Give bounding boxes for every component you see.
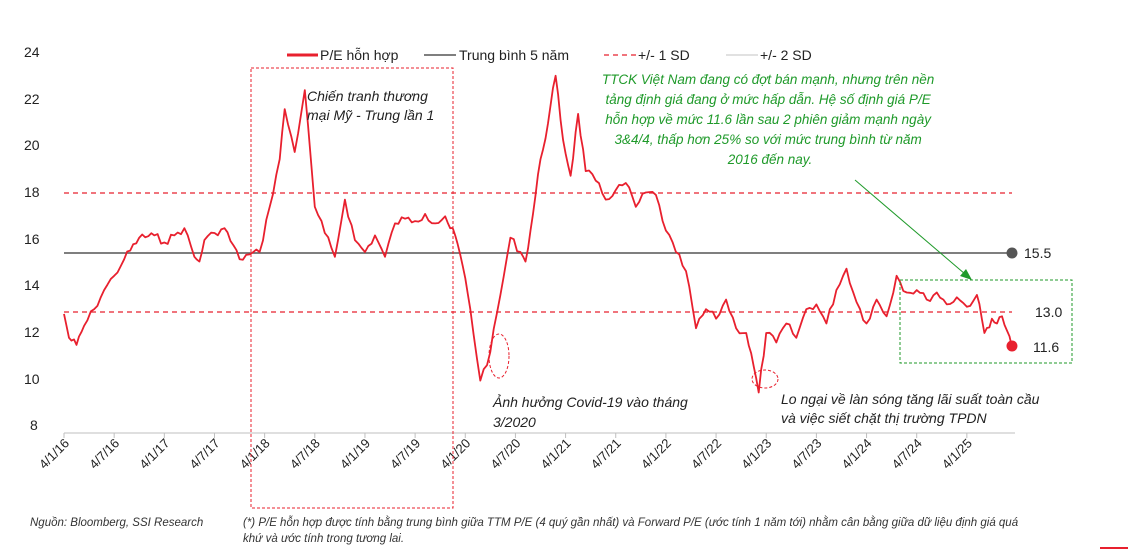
y-tick-label: 18 [24,184,40,200]
source-note: Nguồn: Bloomberg, SSI Research [30,517,204,529]
green-arrow-head [960,269,972,280]
note-line: TTCK Việt Nam đang có đợt bán mạnh, nhưn… [602,72,934,87]
annotation-line: Ảnh hưởng Covid-19 vào tháng [492,393,688,410]
x-tick-label: 4/7/17 [186,436,222,472]
average-end-marker [1006,247,1018,259]
note-line: 3&4/4, thấp hơn 25% so với mức trung bìn… [614,132,921,147]
x-tick-label: 4/1/22 [638,436,674,472]
x-tick-label: 4/7/18 [287,436,323,472]
x-tick-label: 4/1/20 [437,436,473,472]
y-tick-label: 12 [24,324,40,340]
green-arrow-line [854,179,966,275]
x-tick-label: 4/7/23 [788,436,824,472]
legend-avg-label: Trung bình 5 năm [459,47,569,63]
y-tick-label: 24 [24,44,40,60]
x-tick-label: 4/7/21 [588,436,624,472]
rates-annotation: Lo ngại về làn sóng tăng lãi suất toàn c… [781,391,1043,426]
note-line: tảng định giá đang ở mức hấp dẫn. Hệ số … [606,92,932,107]
x-tick-label: 4/1/23 [738,436,774,472]
x-tick-label: 4/7/16 [86,436,122,472]
trade-war-box [250,67,454,509]
y-tick-label: 22 [24,91,40,107]
average-end-label: 15.5 [1024,245,1051,261]
annotation-line: 3/2020 [493,414,536,430]
y-tick-label: 8 [30,417,38,433]
y-tick-label: 16 [24,231,40,247]
pe-chart: 24 22 20 18 16 14 12 10 8 4/1/16 4/7/16 4/… [24,44,1073,509]
x-tick-label: 4/1/18 [237,436,273,472]
corner-mark [1100,547,1128,549]
x-tick-label: 4/7/24 [889,436,925,472]
note-line: 2016 đến nay. [727,152,813,167]
y-axis: 24 22 20 18 16 14 12 10 8 [24,44,40,433]
x-tick-label: 4/1/21 [538,436,574,472]
note-line: hỗn hợp về mức 11.6 lần sau 2 phiên giảm… [605,112,932,127]
x-tick-label: 4/7/19 [387,436,423,472]
y-tick-label: 10 [24,371,40,387]
trade-war-annotation: Chiến tranh thương mại Mỹ - Trung lần 1 [307,88,434,123]
y-tick-label: 20 [24,137,40,153]
x-tick-label: 4/1/17 [136,436,172,472]
annotation-line: mại Mỹ - Trung lần 1 [307,107,434,123]
last-value-marker [1006,340,1018,352]
green-note: TTCK Việt Nam đang có đợt bán mạnh, nhưn… [602,72,938,167]
legend-sd2-label: +/- 2 SD [760,47,812,63]
pe-series-line [63,74,1013,394]
covid-annotation: Ảnh hưởng Covid-19 vào tháng 3/2020 [492,393,692,430]
footnote-line-1: (*) P/E hỗn hợp được tính bằng trung bìn… [243,517,1019,529]
last-value-label: 11.6 [1033,339,1059,355]
rates-ellipse [751,369,779,389]
sd-end-label: 13.0 [1035,304,1062,320]
x-tick-label: 4/1/16 [36,436,72,472]
legend-sd1-label: +/- 1 SD [638,47,690,63]
footnote-line-2: khứ và ước tính trong tương lai. [243,533,405,545]
x-axis: 4/1/16 4/7/16 4/1/17 4/7/17 4/1/18 4/7/18 4/1/… [36,433,975,472]
annotation-line: và việc siết chặt thị trường TPDN [781,410,988,426]
x-tick-label: 4/1/19 [337,436,373,472]
x-tick-label: 4/1/25 [939,436,975,472]
y-tick-label: 14 [24,277,40,293]
legend: P/E hỗn hợp Trung bình 5 năm +/- 1 SD +/… [287,47,812,63]
covid-ellipse [488,333,510,379]
legend-pe-label: P/E hỗn hợp [320,47,399,63]
annotation-line: Chiến tranh thương [307,88,428,104]
x-tick-label: 4/1/24 [838,436,874,472]
recent-box [899,279,1073,364]
x-tick-label: 4/7/20 [487,436,523,472]
annotation-line: Lo ngại về làn sóng tăng lãi suất toàn c… [781,391,1040,407]
x-tick-label: 4/7/22 [688,436,724,472]
